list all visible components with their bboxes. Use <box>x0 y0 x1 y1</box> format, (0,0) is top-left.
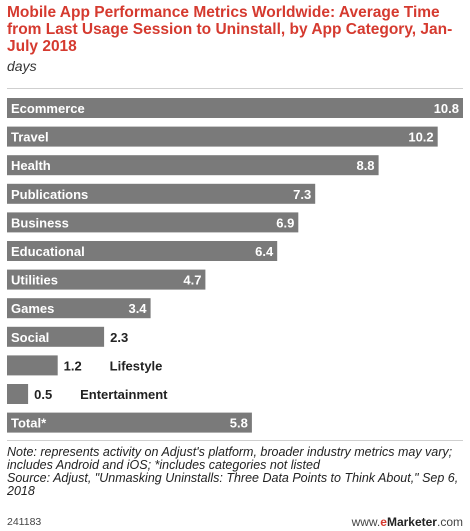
bar-ecommerce <box>7 98 463 118</box>
value-label: 5.8 <box>230 416 248 431</box>
brand-name: Marketer <box>386 515 437 529</box>
top-divider <box>7 88 463 89</box>
bar-business <box>7 212 299 233</box>
category-label: Educational <box>11 244 85 259</box>
bar-chart: Ecommerce 10.8 Travel 10.2 Health 8.8 Publicat… <box>7 98 463 433</box>
bar-utilities <box>7 269 206 290</box>
bar-social <box>7 326 105 347</box>
category-label: Publications <box>11 187 88 202</box>
chart-subtitle: days <box>7 58 37 74</box>
source-text: Source: Adjust, "Unmasking Uninstalls: T… <box>7 471 459 498</box>
category-label: Entertainment <box>80 387 168 402</box>
chart-title: Mobile App Performance Metrics Worldwide… <box>7 4 453 55</box>
value-label: 8.8 <box>356 158 374 173</box>
category-label: Utilities <box>11 273 58 288</box>
bar-publications <box>7 183 316 204</box>
category-label: Travel <box>11 130 49 145</box>
category-label: Social <box>11 330 49 345</box>
bar-total <box>7 412 252 433</box>
value-label: 2.3 <box>110 330 128 345</box>
bar-lifestyle <box>7 355 58 376</box>
category-label: Games <box>11 301 54 316</box>
brand-prefix: www. <box>351 515 381 529</box>
bar-health <box>7 155 379 176</box>
brand-link[interactable]: www.eMarketer.com <box>352 515 463 529</box>
value-label: 1.2 <box>64 358 82 373</box>
category-label: Health <box>11 158 51 173</box>
bar-travel <box>7 126 438 147</box>
category-label: Business <box>11 215 69 230</box>
category-label: Lifestyle <box>110 358 163 373</box>
value-label: 6.4 <box>255 244 274 259</box>
value-label: 0.5 <box>34 387 52 402</box>
value-label: 3.4 <box>128 301 147 316</box>
value-label: 10.2 <box>408 130 433 145</box>
note-text: Note: represents activity on Adjust's pl… <box>7 445 453 472</box>
value-label: 10.8 <box>434 101 459 116</box>
bottom-divider <box>7 440 463 441</box>
value-label: 4.7 <box>183 273 201 288</box>
chart-id: 241183 <box>7 516 42 528</box>
brand-e: e <box>380 515 387 529</box>
value-label: 6.9 <box>276 215 294 230</box>
value-label: 7.3 <box>293 187 311 202</box>
bar-educational <box>7 241 278 261</box>
bar-entertainment <box>7 384 29 404</box>
category-label: Ecommerce <box>11 101 85 116</box>
category-label: Total* <box>11 416 47 431</box>
brand-suffix: .com <box>436 515 463 529</box>
chart-notes: Note: represents activity on Adjust's pl… <box>7 446 465 498</box>
bar-games <box>7 298 151 319</box>
